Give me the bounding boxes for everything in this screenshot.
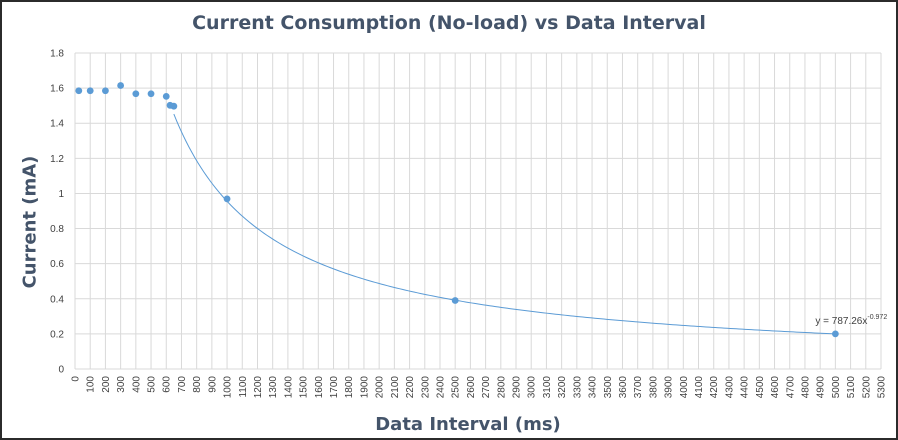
- data-point: [223, 195, 231, 203]
- x-axis-ticks: 0 100 200 300 400 500 600 700 800 900 1000 1100 1200…: [71, 376, 888, 399]
- x-tick-label: 3600: [618, 376, 629, 399]
- x-tick-label: 1500: [299, 376, 310, 399]
- x-tick-label: 2700: [481, 376, 492, 399]
- x-tick-label: 900: [207, 376, 218, 393]
- x-tick-label: 2500: [451, 376, 462, 399]
- x-tick-label: 4400: [740, 376, 751, 399]
- data-point: [451, 297, 459, 304]
- trendline-equation-main: y = 787.26x: [815, 316, 867, 327]
- x-tick-label: 0: [71, 376, 82, 382]
- x-tick-label: 4100: [694, 376, 705, 399]
- x-tick-label: 4500: [755, 376, 766, 399]
- x-tick-label: 1800: [344, 376, 355, 399]
- x-tick-label: 3300: [572, 376, 583, 399]
- x-tick-label: 3700: [633, 376, 644, 399]
- y-tick-label: 1.8: [50, 49, 64, 60]
- x-tick-label: 1000: [223, 376, 234, 399]
- x-tick-label: 5300: [877, 376, 888, 399]
- y-tick-label: 1: [58, 189, 64, 200]
- x-tick-label: 1700: [329, 376, 340, 399]
- x-tick-label: 3400: [588, 376, 599, 399]
- x-tick-label: 2000: [375, 376, 386, 399]
- x-tick-label: 2200: [405, 376, 416, 399]
- x-tick-label: 4800: [800, 376, 811, 399]
- x-tick-label: 3100: [542, 376, 553, 399]
- x-tick-label: 400: [131, 376, 142, 393]
- y-tick-label: 0.8: [50, 224, 64, 235]
- x-tick-label: 800: [192, 376, 203, 393]
- x-tick-label: 3900: [664, 376, 675, 399]
- x-tick-label: 500: [147, 376, 158, 393]
- data-point: [147, 90, 155, 98]
- x-tick-label: 200: [101, 376, 112, 393]
- data-point: [831, 330, 839, 338]
- y-tick-label: 1.2: [50, 154, 64, 165]
- x-tick-label: 1100: [238, 376, 249, 398]
- x-tick-label: 4900: [816, 376, 827, 399]
- data-point: [117, 82, 125, 89]
- data-point: [170, 102, 178, 110]
- x-tick-label: 3000: [527, 376, 538, 399]
- x-tick-label: 1900: [359, 376, 370, 399]
- x-tick-label: 5000: [831, 376, 842, 399]
- x-tick-label: 5200: [861, 376, 872, 399]
- x-tick-label: 4700: [785, 376, 796, 399]
- gridlines: [74, 52, 882, 370]
- x-tick-label: 600: [162, 376, 173, 393]
- data-points: [75, 82, 839, 338]
- power-trendline: [173, 113, 836, 335]
- x-tick-label: 1200: [253, 376, 264, 399]
- x-tick-label: 100: [86, 376, 97, 393]
- trendline-equation-exponent: -0.972: [867, 314, 887, 321]
- chart-title: Current Consumption (No-load) vs Data In…: [192, 12, 706, 34]
- x-tick-label: 2900: [512, 376, 523, 399]
- data-point: [102, 87, 109, 95]
- x-tick-label: 2800: [496, 376, 507, 399]
- x-tick-label: 2600: [466, 376, 477, 399]
- y-tick-label: 1.4: [50, 119, 64, 130]
- y-tick-label: 0.2: [50, 329, 64, 340]
- x-tick-label: 1600: [314, 376, 325, 399]
- x-tick-label: 3800: [648, 376, 659, 399]
- y-tick-label: 0.4: [50, 294, 64, 305]
- x-axis-title: Data Interval (ms): [375, 414, 561, 435]
- data-point: [162, 92, 170, 100]
- x-tick-label: 5100: [846, 376, 857, 399]
- x-tick-label: 1400: [283, 376, 294, 399]
- x-tick-label: 2400: [435, 376, 446, 399]
- x-tick-label: 4200: [709, 376, 720, 399]
- data-point: [75, 87, 83, 95]
- x-tick-label: 3500: [603, 376, 614, 399]
- data-point: [86, 87, 94, 95]
- x-tick-label: 4000: [679, 376, 690, 399]
- x-tick-label: 3200: [557, 376, 568, 399]
- y-axis-ticks: 0 0.2 0.4 0.6 0.8 1 1.2 1.4 1.6 1.8: [50, 49, 64, 376]
- y-tick-label: 0.6: [50, 259, 64, 270]
- x-tick-label: 2100: [390, 376, 401, 399]
- x-tick-label: 1300: [268, 376, 279, 399]
- data-point: [132, 90, 140, 98]
- x-tick-label: 4600: [770, 376, 781, 399]
- x-tick-label: 2300: [420, 376, 431, 399]
- trendline-equation: y = 787.26x-0.972: [815, 314, 887, 327]
- x-tick-label: 700: [177, 376, 188, 393]
- x-tick-label: 300: [116, 376, 127, 393]
- y-tick-label: 1.6: [50, 84, 64, 95]
- y-tick-label: 0: [58, 365, 64, 376]
- x-tick-label: 4300: [724, 376, 735, 399]
